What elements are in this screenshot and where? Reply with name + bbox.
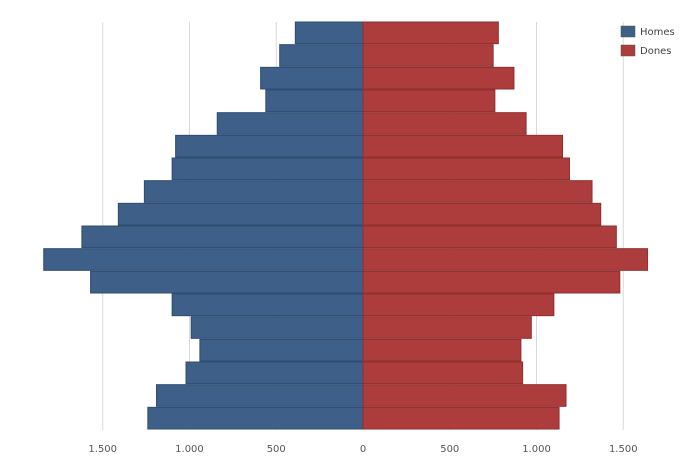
x-axis-ticks: 1.500 1.000 500 0 500 1.000 1.500	[88, 444, 637, 455]
bar-dones-6	[362, 157, 570, 181]
legend-label-homes: Homes	[640, 27, 675, 38]
bar-dones-12	[362, 293, 555, 317]
bar-homes-1	[279, 44, 364, 67]
bar-homes-5	[175, 134, 364, 158]
bar-dones-14	[362, 338, 522, 362]
bar-homes-2	[260, 66, 364, 90]
bar-homes-16	[156, 384, 364, 407]
bar-homes-6	[171, 157, 364, 181]
bar-homes-4	[216, 112, 364, 135]
bar-homes-17	[147, 406, 364, 430]
legend: Homes Dones	[620, 25, 675, 57]
bar-homes-3	[265, 89, 364, 113]
legend-swatch-homes	[620, 25, 636, 38]
x-tick-label-3: 0	[360, 444, 366, 455]
bar-dones-3	[362, 89, 496, 113]
bar-dones-8	[362, 202, 602, 226]
bar-homes-10	[43, 248, 364, 271]
bar-homes-12	[171, 293, 364, 317]
legend-label-dones: Dones	[640, 46, 672, 57]
bar-dones-16	[362, 384, 567, 407]
bar-dones-0	[362, 21, 499, 45]
bar-dones-10	[362, 248, 649, 271]
x-tick-label-2: 500	[267, 444, 286, 455]
bar-homes-8	[117, 202, 364, 226]
bar-dones-13	[362, 316, 532, 339]
x-tick-label-0: 1.500	[88, 444, 117, 455]
bar-homes-15	[185, 361, 364, 385]
bar-homes-9	[81, 225, 364, 249]
bar-dones-5	[362, 134, 564, 158]
x-tick-label-5: 1.000	[522, 444, 551, 455]
bar-dones-2	[362, 66, 515, 90]
x-tick-label-1: 1.000	[175, 444, 204, 455]
bars-layer	[43, 21, 649, 430]
bar-dones-7	[362, 180, 593, 203]
bar-dones-1	[362, 44, 494, 67]
legend-swatch-dones	[620, 44, 636, 57]
bar-homes-11	[90, 270, 364, 294]
bar-dones-15	[362, 361, 524, 385]
x-tick-label-4: 500	[440, 444, 459, 455]
bar-dones-17	[362, 406, 560, 430]
bar-homes-14	[199, 338, 364, 362]
bar-homes-13	[190, 316, 364, 339]
bar-dones-11	[362, 270, 621, 294]
bar-homes-7	[143, 180, 364, 203]
bar-dones-9	[362, 225, 617, 249]
bar-dones-4	[362, 112, 527, 135]
bar-homes-0	[294, 21, 364, 45]
x-tick-label-6: 1.500	[609, 444, 638, 455]
